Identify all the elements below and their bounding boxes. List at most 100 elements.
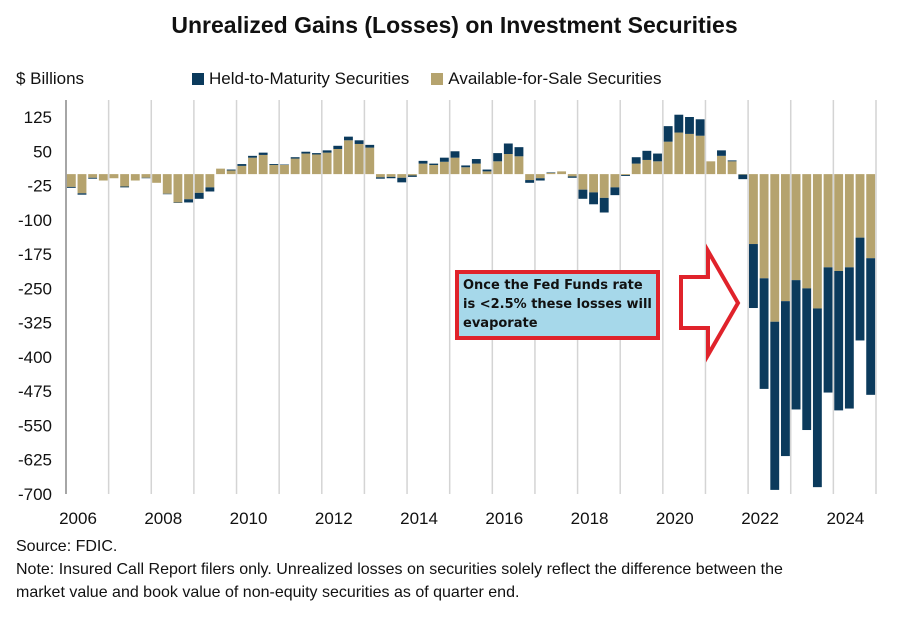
bar-afs xyxy=(280,164,289,175)
bar-afs xyxy=(152,174,162,183)
bar-afs xyxy=(535,174,545,179)
chart-title: Unrealized Gains (Losses) on Investment … xyxy=(171,12,738,38)
legend-swatch-afs xyxy=(431,73,444,85)
bar-afs xyxy=(301,153,311,175)
bar-afs xyxy=(844,174,854,268)
bar-htm xyxy=(514,147,524,157)
bar-htm xyxy=(599,197,609,213)
bar-afs xyxy=(66,174,76,187)
bar-afs xyxy=(418,163,428,175)
legend-item-afs: Available-for-Sale Securities xyxy=(431,69,662,89)
bar-afs xyxy=(450,157,460,175)
bar-afs xyxy=(407,174,417,176)
legend-item-htm: Held-to-Maturity Securities xyxy=(192,69,409,89)
bar-htm xyxy=(855,237,865,341)
bar-htm xyxy=(503,143,513,155)
bar-afs xyxy=(823,174,833,268)
bar-htm xyxy=(269,164,279,165)
bar-afs xyxy=(290,158,300,175)
footnote-line-1: Note: Insured Call Report filers only. U… xyxy=(16,561,783,578)
bar-htm xyxy=(770,321,780,490)
bar-afs xyxy=(599,174,609,198)
bar-afs xyxy=(205,174,215,188)
bar-afs xyxy=(397,174,407,178)
bar-afs xyxy=(258,154,268,175)
bar-htm xyxy=(695,119,705,136)
legend-label-htm: Held-to-Maturity Securities xyxy=(209,69,410,88)
legend-swatch-htm xyxy=(192,73,204,85)
bar-htm xyxy=(727,160,737,162)
bar-htm xyxy=(717,150,726,156)
bar-htm xyxy=(589,192,598,205)
bar-htm xyxy=(258,152,268,155)
bar-htm xyxy=(450,151,460,158)
y-tick-label: -550 xyxy=(18,416,52,435)
bar-afs xyxy=(471,163,481,175)
bar-htm xyxy=(653,153,662,162)
bar-htm xyxy=(471,159,481,164)
bar-htm xyxy=(567,176,577,178)
source-note: Source: FDIC. xyxy=(16,538,118,555)
bar-afs xyxy=(365,147,375,175)
bar-htm xyxy=(674,114,684,133)
bar-htm xyxy=(301,151,311,154)
bar-afs xyxy=(88,174,98,178)
bar-htm xyxy=(642,150,652,160)
bar-afs xyxy=(855,174,865,238)
y-tick-label: -400 xyxy=(18,348,52,367)
bar-afs xyxy=(557,171,567,175)
bar-htm xyxy=(535,178,545,181)
bar-afs xyxy=(173,174,183,203)
x-tick-label: 2010 xyxy=(230,509,268,528)
bar-htm xyxy=(344,136,353,141)
bar-afs xyxy=(503,154,513,175)
bar-htm xyxy=(248,155,257,158)
bar-htm xyxy=(866,258,876,395)
bar-htm xyxy=(482,169,492,172)
bar-afs xyxy=(77,174,87,194)
bar-htm xyxy=(429,163,439,165)
bar-afs xyxy=(461,167,471,175)
bar-htm xyxy=(738,174,748,180)
bar-htm xyxy=(226,169,236,171)
arrow-annotation-icon xyxy=(679,243,741,363)
x-tick-label: 2022 xyxy=(741,509,779,528)
bar-htm xyxy=(823,267,833,393)
bar-afs xyxy=(834,174,844,271)
bar-htm xyxy=(663,126,673,142)
x-tick-label: 2018 xyxy=(571,509,609,528)
bar-afs xyxy=(749,174,758,245)
bar-htm xyxy=(834,270,844,411)
bar-afs xyxy=(642,159,652,175)
x-tick-label: 2014 xyxy=(400,509,438,528)
bar-afs xyxy=(780,174,790,302)
bar-afs xyxy=(269,164,279,175)
bar-afs xyxy=(717,155,726,175)
bar-htm xyxy=(461,165,471,168)
y-tick-label: -325 xyxy=(18,314,52,333)
bar-afs xyxy=(429,164,439,175)
bar-htm xyxy=(375,177,385,179)
bar-htm xyxy=(354,140,364,144)
bar-htm xyxy=(322,150,332,153)
legend-label-afs: Available-for-Sale Securities xyxy=(448,69,662,88)
bar-htm xyxy=(759,278,769,389)
bar-htm xyxy=(407,175,417,177)
bar-afs xyxy=(674,132,684,175)
bar-htm xyxy=(578,189,588,199)
bar-htm xyxy=(418,160,428,164)
y-tick-label: -625 xyxy=(18,451,52,470)
bar-htm xyxy=(66,186,76,188)
bar-afs xyxy=(184,174,193,200)
bar-afs xyxy=(248,157,257,175)
bar-afs xyxy=(578,174,588,190)
bar-afs xyxy=(493,161,503,175)
x-tick-label: 2008 xyxy=(144,509,182,528)
bar-afs xyxy=(226,170,236,175)
bar-htm xyxy=(749,244,758,309)
bar-afs xyxy=(514,156,524,175)
bar-afs xyxy=(621,174,630,176)
bar-afs xyxy=(685,133,694,175)
y-tick-label: -475 xyxy=(18,382,52,401)
bar-htm xyxy=(685,117,694,134)
